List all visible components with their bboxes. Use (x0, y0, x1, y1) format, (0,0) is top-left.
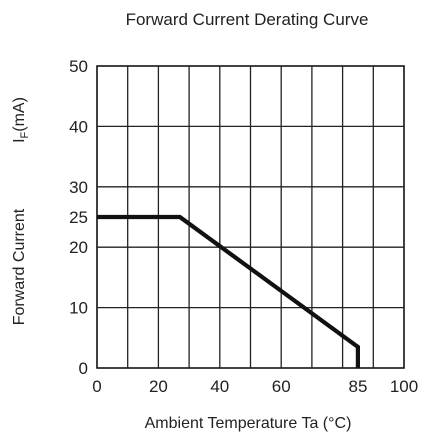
y-axis-unit-subscript: F (19, 131, 31, 138)
y-axis-unit-tail: (mA) (11, 97, 28, 132)
y-tick-label: 20 (69, 238, 88, 257)
y-axis-label: Forward Current (11, 208, 28, 325)
y-tick-label: 40 (69, 117, 88, 136)
y-axis-unit-label: IF(mA) (11, 97, 31, 143)
x-tick-label: 20 (149, 377, 168, 396)
y-tick-label: 30 (69, 178, 88, 197)
x-tick-labels: 0 20 40 60 85 100 (92, 377, 418, 396)
chart-title: Forward Current Derating Curve (126, 10, 369, 29)
x-tick-label: 40 (210, 377, 229, 396)
x-tick-label: 85 (348, 377, 367, 396)
x-tick-label: 100 (390, 377, 418, 396)
y-tick-label: 0 (79, 359, 88, 378)
y-tick-label: 25 (69, 208, 88, 227)
y-axis-unit-symbol: I (11, 138, 28, 142)
y-axis-label-main: Forward Current (11, 208, 28, 325)
x-tick-label: 60 (272, 377, 291, 396)
x-axis-label: Ambient Temperature Ta (°C) (145, 415, 352, 432)
x-tick-label: 0 (92, 377, 101, 396)
y-tick-label: 10 (69, 299, 88, 318)
y-tick-labels: 0 10 20 25 30 40 50 (69, 57, 88, 378)
y-axis-unit: IF(mA) (11, 97, 31, 143)
derating-curve-line (97, 214, 360, 368)
y-tick-label: 50 (69, 57, 88, 76)
